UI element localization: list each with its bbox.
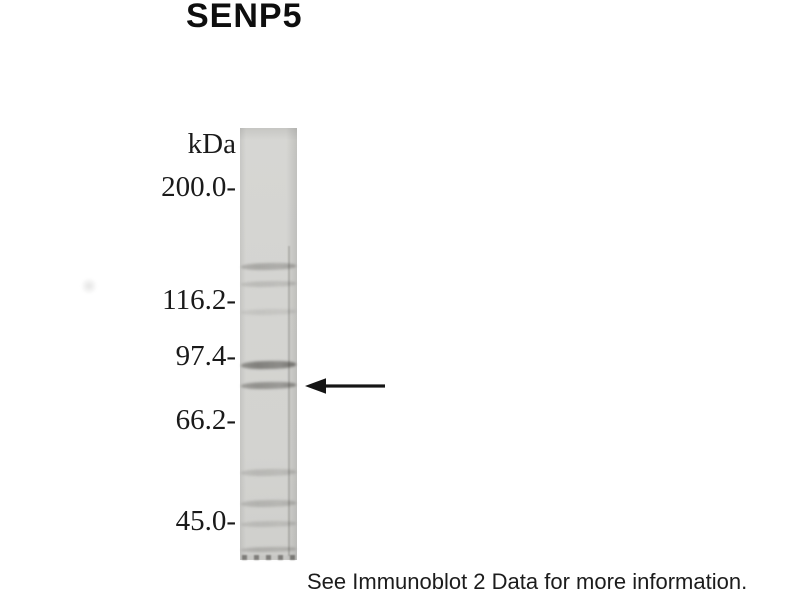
marker-label-97: 97.4-	[175, 340, 236, 372]
marker-label-200: 200.0-	[161, 171, 236, 203]
figure-title: SENP5	[186, 0, 303, 35]
band-pointer-arrow-icon	[305, 378, 385, 394]
figure-caption: See Immunoblot 2 Data for more informati…	[307, 569, 748, 594]
lane-scratch-artifact	[288, 246, 290, 556]
marker-label-45: 45.0-	[175, 505, 236, 537]
kda-unit-label: kDa	[187, 128, 236, 160]
background-speck-artifact	[80, 278, 98, 294]
gel-lane	[240, 128, 297, 560]
marker-label-66: 66.2-	[175, 404, 236, 436]
marker-label-116: 116.2-	[162, 284, 236, 316]
lane-bottom-edge	[242, 555, 295, 560]
